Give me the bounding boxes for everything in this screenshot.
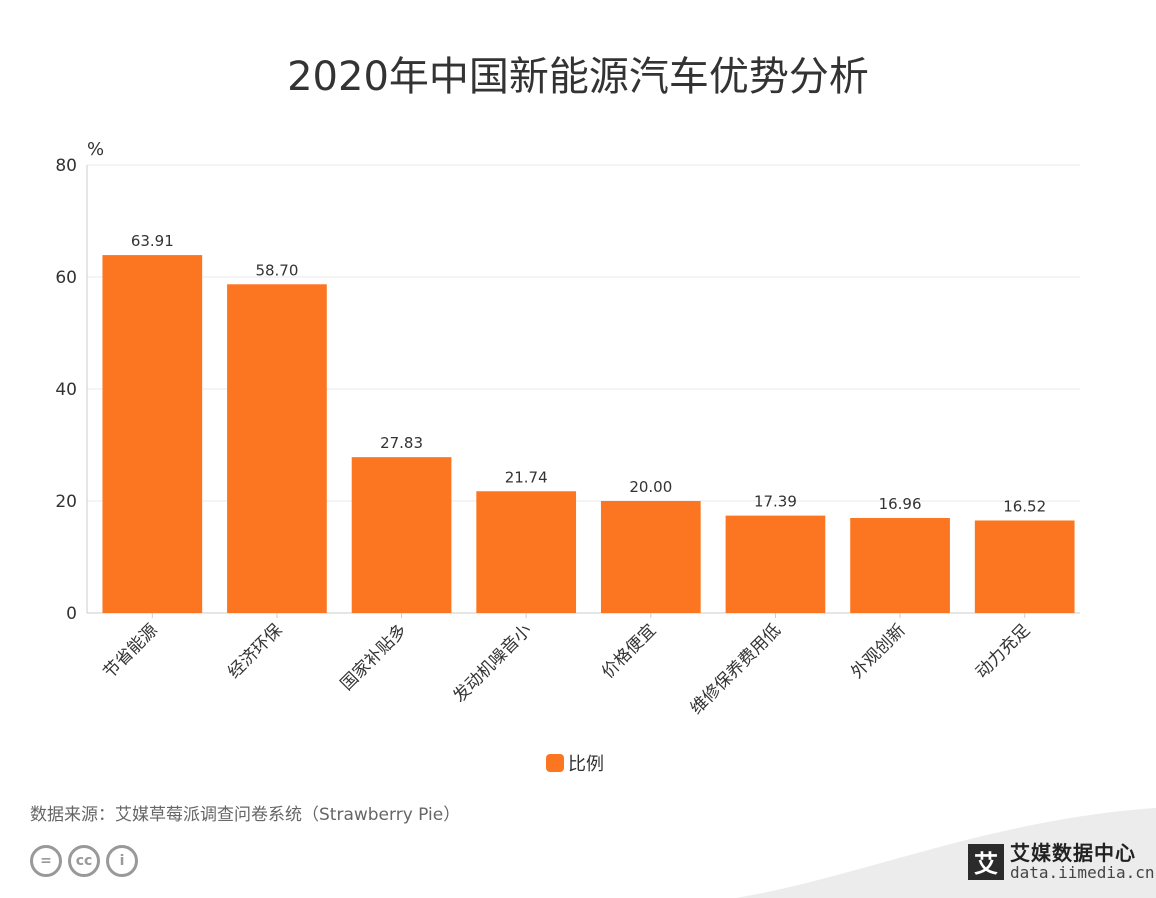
legend-swatch [546,754,564,772]
data-label: 20.00 [629,478,672,496]
y-tick-label: 20 [55,492,77,512]
y-tick-label: 0 [66,604,77,624]
x-tick-label: 价格便宜 [598,620,660,682]
data-label: 27.83 [380,434,423,452]
y-tick-label: 60 [55,268,77,288]
license-icons: = cc i [30,845,138,877]
data-label: 16.96 [879,495,922,513]
bar [351,457,452,613]
y-tick-label: 40 [55,380,77,400]
brand-swoosh [736,808,1156,898]
person-icon: i [106,845,138,877]
bar [227,284,327,613]
x-tick-label: 外观创新 [847,620,909,682]
data-label: 21.74 [505,468,548,486]
bar [476,491,577,613]
equals-icon: = [30,845,62,877]
bar-chart: 0 20 40 60 80% 63.91 节省能源 58.70 经济环保 27.83 国家补贴多 21… [55,139,1080,719]
brand-logo-block: 艾 艾媒数据中心 data.iimedia.cn [968,842,1155,882]
legend-label: 比例 [568,754,604,775]
y-axis-unit: % [87,139,104,160]
x-tick-label: 节省能源 [100,620,162,682]
bar [600,501,701,613]
bar [102,255,203,613]
x-tick-label: 动力充足 [972,620,1034,682]
x-tick-label: 经济环保 [224,620,286,682]
cc-icon: cc [68,845,100,877]
data-source: 数据来源：艾媒草莓派调查问卷系统（Strawberry Pie） [30,805,461,825]
data-label: 16.52 [1003,497,1046,515]
brand-name: 艾媒数据中心 [1010,841,1136,865]
iimedia-logo-icon: 艾 [968,843,1004,880]
bar [974,520,1075,613]
data-label: 58.70 [255,261,298,279]
data-label: 63.91 [131,232,174,250]
x-tick-label: 发动机噪音小 [449,620,535,706]
x-tick-label: 维修保养费用低 [687,620,785,718]
legend[interactable]: 比例 [546,750,604,776]
x-tick-label: 国家补贴多 [337,620,411,694]
bar [850,518,950,613]
y-tick-label: 80 [55,156,77,176]
data-label: 17.39 [754,493,797,511]
bar [725,515,826,613]
brand-url: data.iimedia.cn [1010,863,1155,882]
chart-title: 2020年中国新能源汽车优势分析 [287,54,869,100]
